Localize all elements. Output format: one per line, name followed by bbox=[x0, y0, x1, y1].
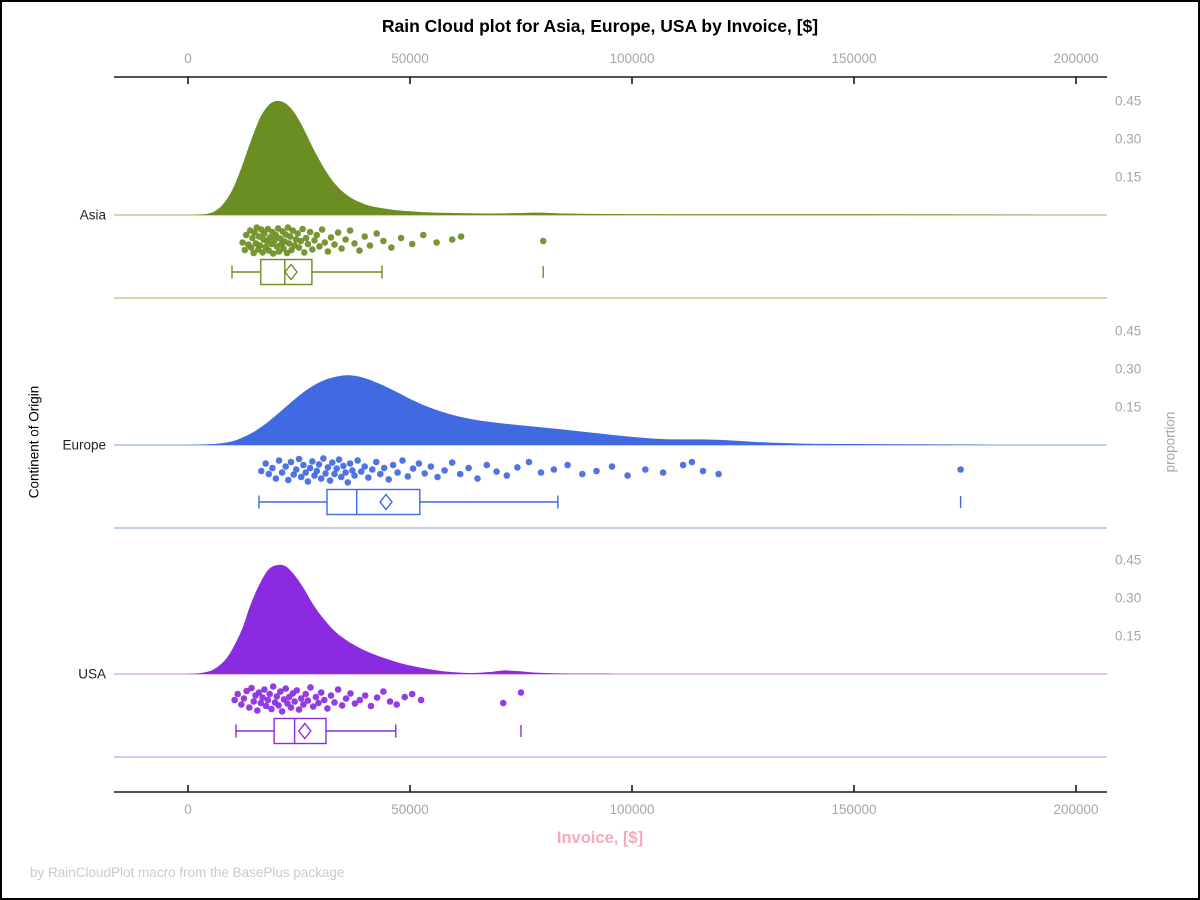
proportion-tick-label: 0.45 bbox=[1115, 553, 1141, 568]
chart-title: Rain Cloud plot for Asia, Europe, USA by… bbox=[381, 16, 819, 36]
svg-text:150000: 150000 bbox=[831, 51, 876, 66]
density-asia bbox=[114, 100, 1107, 215]
rain-usa bbox=[231, 683, 525, 715]
density-europe bbox=[114, 375, 1107, 445]
proportion-tick-label: 0.15 bbox=[1115, 170, 1141, 185]
proportion-tick-label: 0.45 bbox=[1115, 324, 1141, 339]
svg-text:100000: 100000 bbox=[609, 802, 654, 817]
category-label-asia: Asia bbox=[80, 208, 107, 223]
boxplot-europe bbox=[258, 488, 962, 516]
category-label-europe: Europe bbox=[62, 438, 106, 453]
boxplot-usa bbox=[235, 717, 522, 745]
svg-text:50000: 50000 bbox=[391, 51, 429, 66]
svg-text:150000: 150000 bbox=[831, 802, 876, 817]
svg-text:100000: 100000 bbox=[609, 51, 654, 66]
proportion-axis-label: proportion bbox=[1162, 411, 1178, 473]
rain-asia bbox=[239, 224, 547, 257]
proportion-tick-label: 0.45 bbox=[1115, 94, 1141, 109]
boxplot-asia bbox=[231, 258, 544, 286]
mean-diamond-usa bbox=[297, 722, 312, 740]
svg-text:0: 0 bbox=[184, 51, 192, 66]
proportion-tick-label: 0.30 bbox=[1115, 591, 1141, 606]
mean-diamond-asia bbox=[284, 263, 298, 281]
x-axis-label: Invoice, [$] bbox=[556, 829, 644, 847]
x-axis-bottom: 0 50000 100000 150000 200000 bbox=[114, 785, 1107, 817]
panel-usa: USA 0.45 0.30 0.15 bbox=[78, 553, 1141, 758]
density-usa bbox=[114, 564, 1107, 674]
category-label-usa: USA bbox=[78, 667, 106, 682]
x-axis-top: 0 50000 100000 150000 200000 bbox=[114, 51, 1107, 84]
proportion-tick-label: 0.30 bbox=[1115, 132, 1141, 147]
panel-asia: Asia 0.45 0.30 0.15 bbox=[80, 94, 1141, 299]
svg-text:200000: 200000 bbox=[1053, 51, 1098, 66]
proportion-axis-label-wrap: proportion bbox=[1152, 332, 1188, 552]
svg-text:0: 0 bbox=[184, 802, 192, 817]
proportion-tick-label: 0.30 bbox=[1115, 362, 1141, 377]
mean-diamond-europe bbox=[379, 493, 393, 511]
svg-text:200000: 200000 bbox=[1053, 802, 1098, 817]
proportion-tick-label: 0.15 bbox=[1115, 400, 1141, 415]
rain-europe bbox=[258, 455, 964, 486]
svg-text:50000: 50000 bbox=[391, 802, 429, 817]
y-axis-label-wrap: Continent of Origin bbox=[16, 332, 52, 552]
y-axis-label: Continent of Origin bbox=[26, 385, 42, 499]
footer-credit: by RainCloudPlot macro from the BasePlus… bbox=[30, 865, 345, 880]
proportion-tick-label: 0.15 bbox=[1115, 629, 1141, 644]
panel-europe: Europe 0.45 0.30 0.15 bbox=[62, 324, 1141, 529]
